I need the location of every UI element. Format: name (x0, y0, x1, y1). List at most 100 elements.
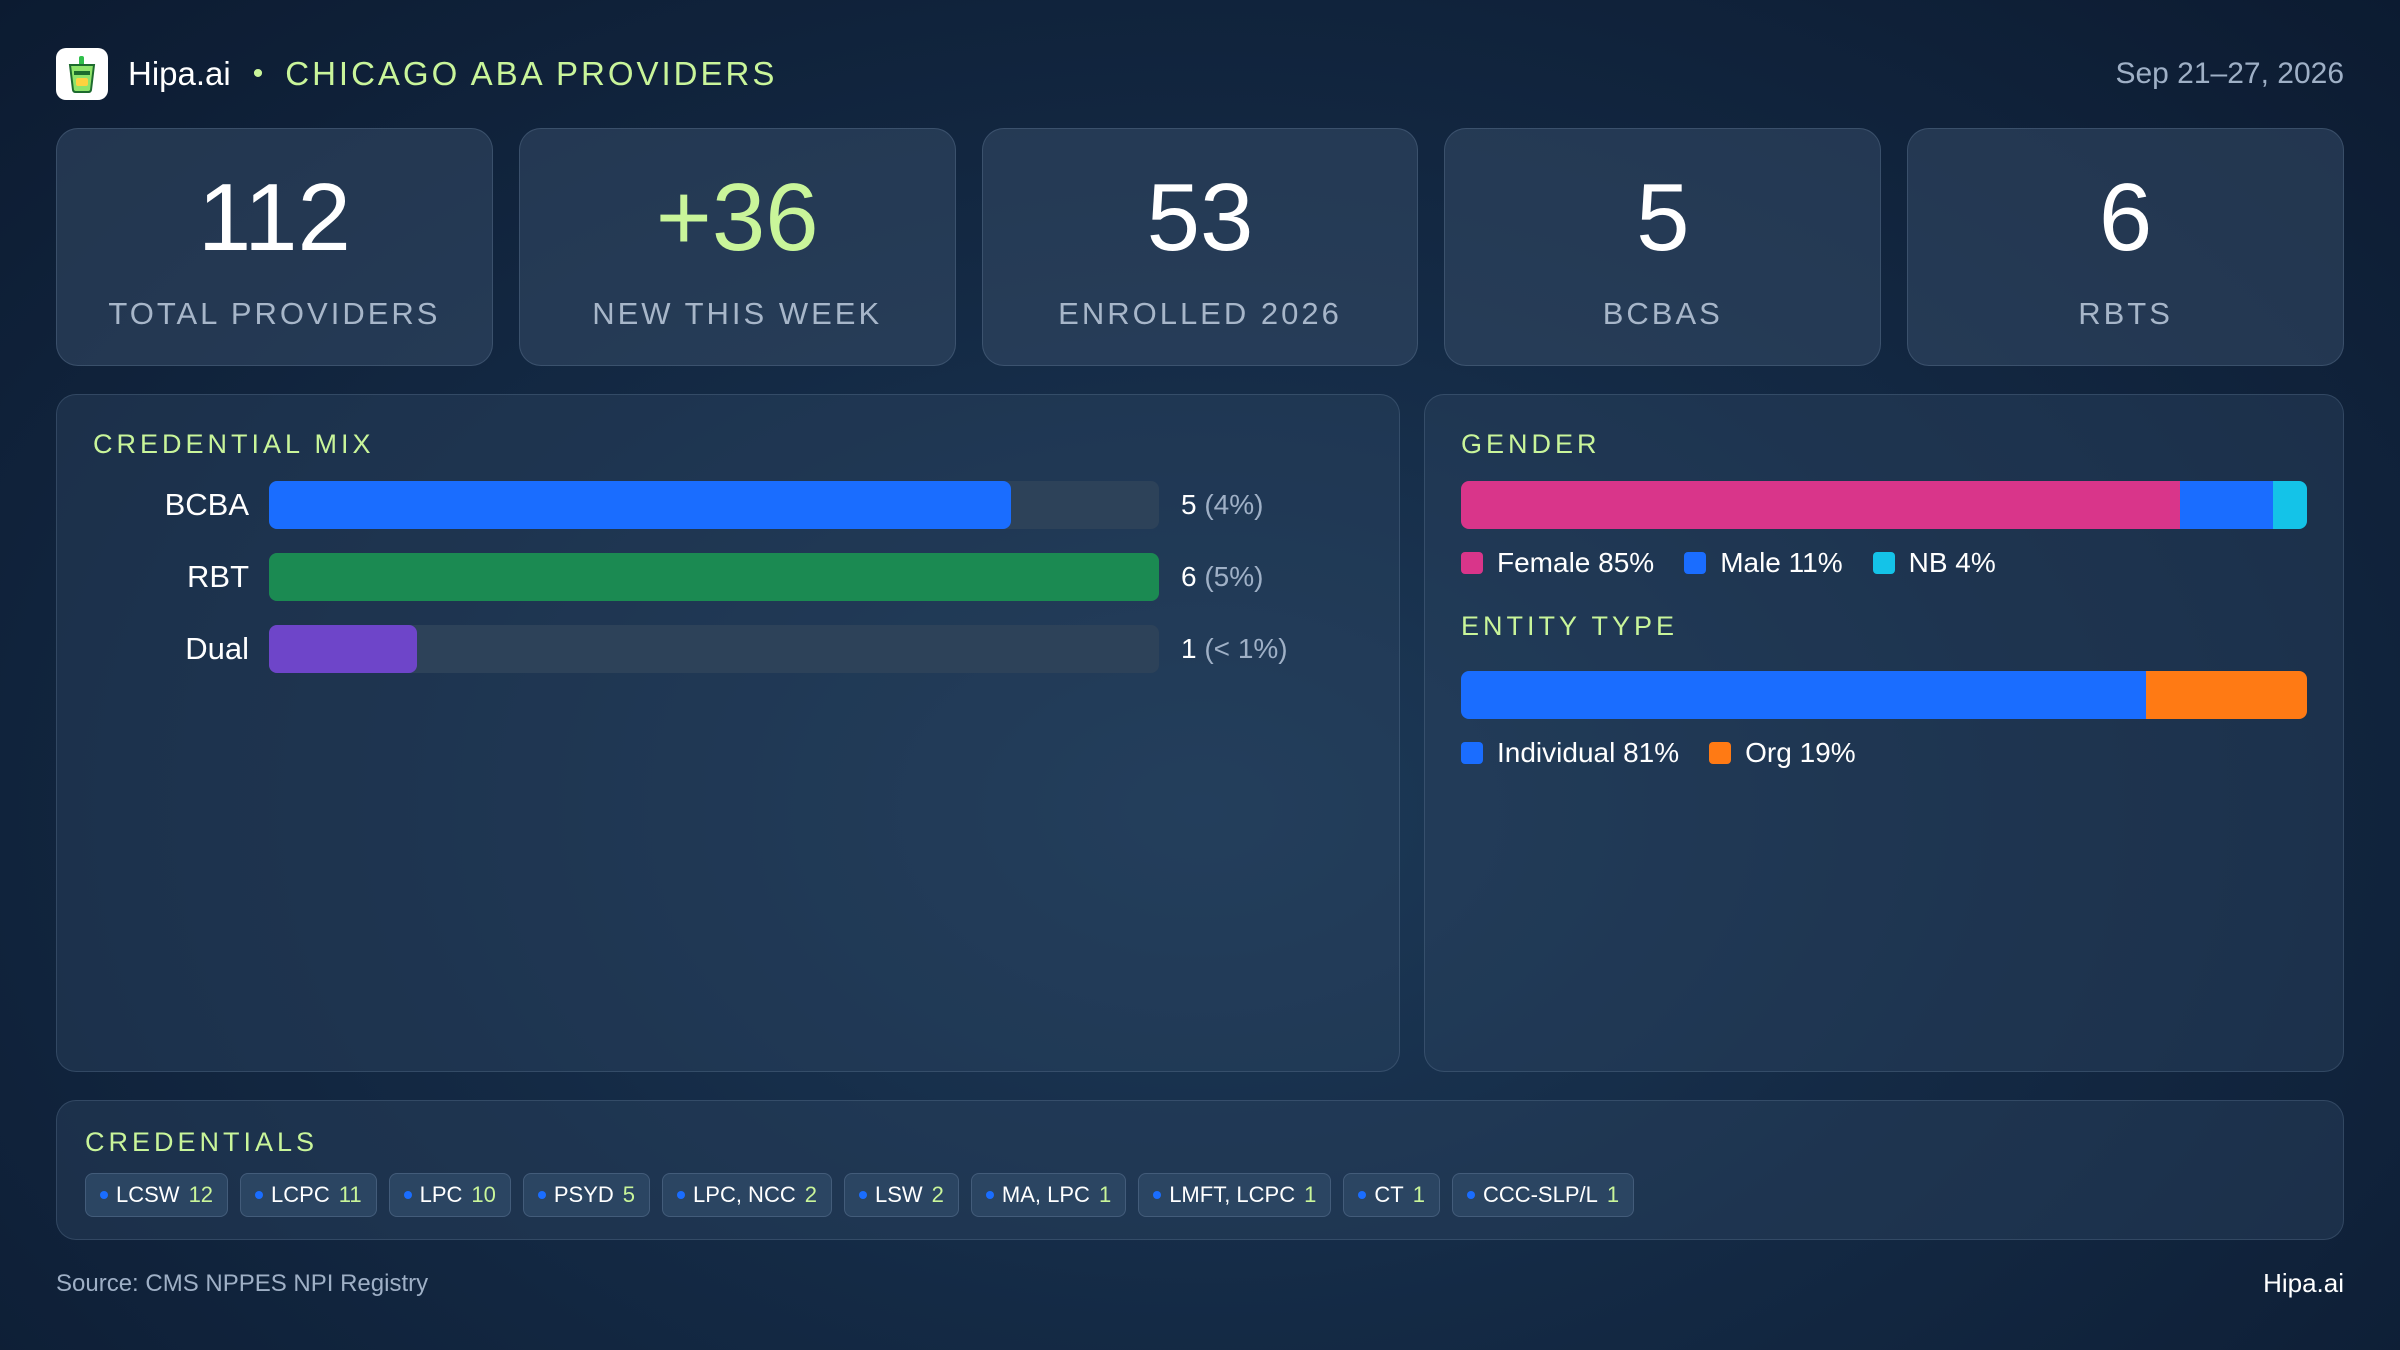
kpi-label: RBTS (2078, 296, 2173, 331)
bar-dual (269, 625, 418, 673)
chip-count: 1 (1412, 1182, 1425, 1207)
gender-segment-nb (2273, 481, 2307, 529)
bar-rbt (269, 553, 1159, 601)
bar-count: 5 (1181, 489, 1197, 520)
logo (56, 48, 108, 100)
date-range: Sep 21–27, 2026 (2115, 57, 2344, 90)
credential-chip: CCC-SLP/L 1 (1451, 1173, 1635, 1217)
source-note: Source: CMS NPPES NPI Registry (56, 1270, 429, 1297)
legend-label: Male 11% (1720, 547, 1843, 578)
legend-label: Individual 81% (1497, 737, 1680, 768)
credential-chip: MA, LPC 1 (970, 1173, 1127, 1217)
bar-row-rbt: RBT 6 (5%) (57, 553, 1399, 601)
entity-legend: Individual 81% Org 19% (1461, 737, 1856, 769)
bar-row-dual: Dual 1 (< 1%) (57, 625, 1399, 673)
chip-name: CT (1374, 1182, 1404, 1207)
bar-bcba (269, 481, 1011, 529)
chip-name: CCC-SLP/L (1482, 1182, 1598, 1207)
gender-segment-female (1461, 481, 2181, 529)
legend-swatch (1461, 742, 1483, 764)
bar-track (269, 553, 1159, 601)
legend-swatch (1709, 742, 1732, 764)
entity-stacked-bar (1461, 671, 2307, 719)
bar-track (269, 625, 1159, 673)
credential-chip: LMFT, LCPC 1 (1138, 1173, 1332, 1217)
bar-value-label: 1 (< 1%) (1181, 625, 1288, 673)
kpi-value: 6 (2098, 164, 2153, 271)
entity-type-title: ENTITY TYPE (1461, 611, 1679, 641)
chip-count: 5 (622, 1182, 636, 1207)
kpi-label: ENROLLED 2026 (1058, 296, 1342, 331)
cup-icon (68, 56, 96, 93)
kpi-rbts: 6 RBTS (1907, 128, 2344, 366)
chip-name: LMFT, LCPC (1169, 1182, 1296, 1207)
chip-dot-icon (677, 1191, 686, 1199)
bar-percent: (< 1%) (1204, 633, 1288, 664)
chip-name: LCSW (116, 1182, 180, 1207)
legend-item-org: Org 19% (1709, 737, 1856, 769)
chip-dot-icon (1466, 1191, 1475, 1199)
credential-chip: LSW 2 (843, 1173, 959, 1217)
kpi-value: 53 (1146, 164, 1254, 271)
gender-legend: Female 85% Male 11% NB 4% (1461, 547, 1996, 579)
title-separator: • (252, 57, 264, 90)
kpi-value: +36 (655, 164, 819, 271)
chip-count: 1 (1098, 1182, 1112, 1207)
chip-dot-icon (403, 1191, 412, 1199)
chip-count: 11 (338, 1182, 362, 1207)
chip-dot-icon (1358, 1191, 1367, 1199)
credential-chip: LPC, NCC 2 (662, 1173, 832, 1217)
bar-value-label: 6 (5%) (1181, 553, 1263, 601)
gender-stacked-bar (1461, 481, 2307, 529)
page-title: CHICAGO ABA PROVIDERS (285, 55, 778, 92)
bar-label: RBT (187, 559, 249, 594)
legend-label: Female 85% (1497, 547, 1655, 578)
footer-brand: Hipa.ai (2263, 1268, 2344, 1298)
chip-count: 1 (1606, 1182, 1620, 1207)
credential-chip: LPC 10 (388, 1173, 511, 1217)
credential-mix-panel: CREDENTIAL MIX BCBA 5 (4%) RBT 6 (5%) Du… (56, 394, 1400, 1072)
legend-label: Org 19% (1745, 737, 1856, 768)
kpi-total-providers: 112 TOTAL PROVIDERS (56, 128, 493, 366)
gender-title: GENDER (1461, 429, 1601, 459)
chip-name: MA, LPC (1001, 1182, 1090, 1207)
legend-swatch (1684, 552, 1707, 574)
entity-segment-org (2146, 671, 2307, 719)
chip-count: 2 (804, 1182, 817, 1207)
kpi-new-this-week: +36 NEW THIS WEEK (518, 128, 956, 366)
bar-count: 1 (1181, 633, 1197, 664)
header: Hipa.ai • CHICAGO ABA PROVIDERS Sep 21–2… (56, 46, 2344, 102)
chip-dot-icon (1153, 1191, 1162, 1199)
bar-row-bcba: BCBA 5 (4%) (57, 481, 1399, 529)
legend-item-male: Male 11% (1684, 547, 1843, 579)
credentials-title: CREDENTIALS (85, 1127, 319, 1157)
bar-percent: (4%) (1204, 489, 1264, 520)
legend-item-nb: NB 4% (1872, 547, 1996, 579)
demographics-panel: GENDER Female 85% Male 11% NB 4% ENTITY … (1424, 394, 2344, 1072)
chip-count: 12 (188, 1182, 214, 1207)
chip-name: LPC (419, 1182, 463, 1207)
bar-track (269, 481, 1159, 529)
credential-chip: LCPC 11 (240, 1173, 377, 1217)
chip-name: LPC, NCC (693, 1182, 796, 1207)
credential-mix-title: CREDENTIAL MIX (93, 429, 375, 459)
chip-count: 1 (1304, 1182, 1317, 1207)
chip-dot-icon (858, 1191, 867, 1199)
bar-label: BCBA (164, 487, 249, 522)
credentials-panel: CREDENTIALS LCSW 12 LCPC 11 LPC 10 PSYD 5 LP… (56, 1100, 2344, 1240)
legend-swatch (1872, 552, 1895, 574)
kpi-value: 112 (197, 164, 351, 271)
kpi-value: 5 (1636, 164, 1690, 271)
legend-item-individual: Individual 81% (1461, 737, 1679, 769)
legend-label: NB 4% (1908, 547, 1996, 578)
chip-dot-icon (537, 1191, 546, 1199)
kpi-label: TOTAL PROVIDERS (108, 296, 441, 331)
kpi-enrolled-2026: 53 ENROLLED 2026 (981, 128, 1419, 366)
kpi-label: NEW THIS WEEK (592, 296, 883, 331)
credential-chip: PSYD 5 (522, 1173, 651, 1217)
kpi-label: BCBAS (1602, 296, 1723, 331)
credential-chip: CT 1 (1343, 1173, 1440, 1217)
chip-dot-icon (255, 1191, 264, 1199)
bar-label: Dual (185, 631, 249, 666)
chip-name: LSW (874, 1182, 923, 1207)
